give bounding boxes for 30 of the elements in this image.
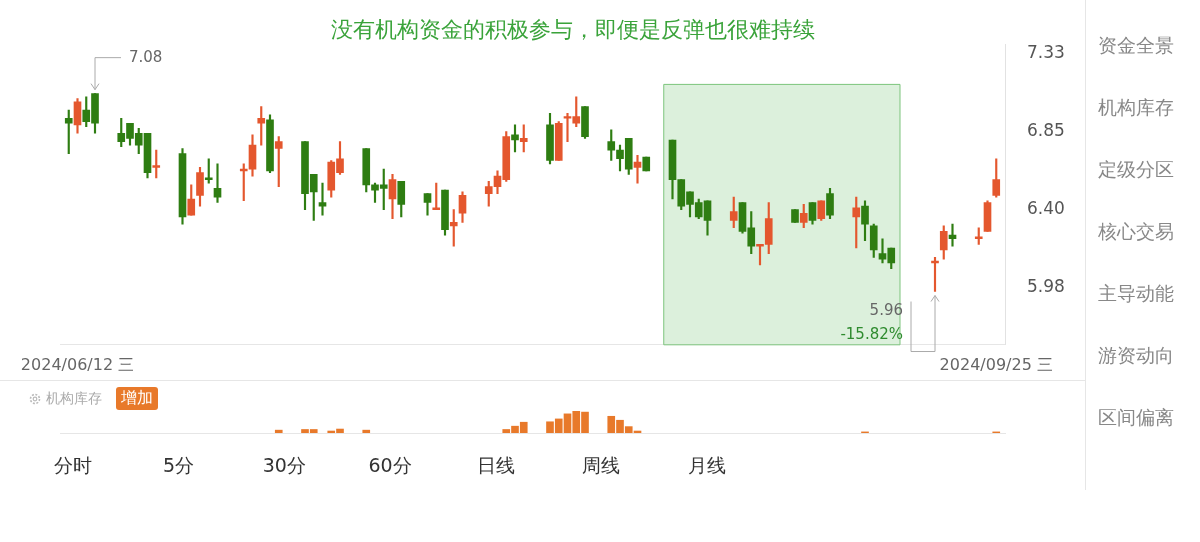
text: 定级分区: [1098, 157, 1174, 182]
annotation: 5.96: [869, 301, 903, 320]
text: 主导动能: [1098, 281, 1174, 306]
text: 日线: [475, 453, 516, 478]
text: 核心交易: [1098, 219, 1174, 244]
text: 周线: [581, 453, 622, 478]
annotation: 7.08: [129, 47, 163, 66]
text: 分时: [52, 453, 93, 478]
bar: [274, 429, 283, 433]
text: 游资动向: [1098, 343, 1174, 368]
y-tick-label: 6.85: [1027, 120, 1065, 141]
bar: [362, 429, 371, 433]
y-tick-label: 5.98: [1027, 276, 1065, 297]
annotation: -15.82%: [840, 325, 903, 344]
text: 资金全景: [1098, 33, 1174, 58]
text: 月线: [687, 453, 728, 478]
x-tick-label: 2024/06/12 三: [20, 354, 135, 374]
text: 30分: [261, 453, 307, 478]
text: 增加: [116, 387, 158, 410]
candlestick: [633, 154, 642, 184]
text: 60分: [367, 453, 413, 478]
x-tick-label: 2024/09/25 三: [939, 354, 1053, 374]
text: 区间偏离: [1098, 405, 1174, 430]
text: 5分: [162, 453, 196, 478]
candlestick: [213, 163, 222, 203]
text: 机构库存: [1098, 95, 1174, 120]
y-tick-label: 6.40: [1027, 198, 1065, 219]
chart-title: 没有机构资金的积极参与，即便是反弹也很难持续: [330, 16, 815, 42]
y-tick-label: 7.33: [1027, 42, 1065, 63]
chart-title: 机构库存: [46, 389, 102, 408]
